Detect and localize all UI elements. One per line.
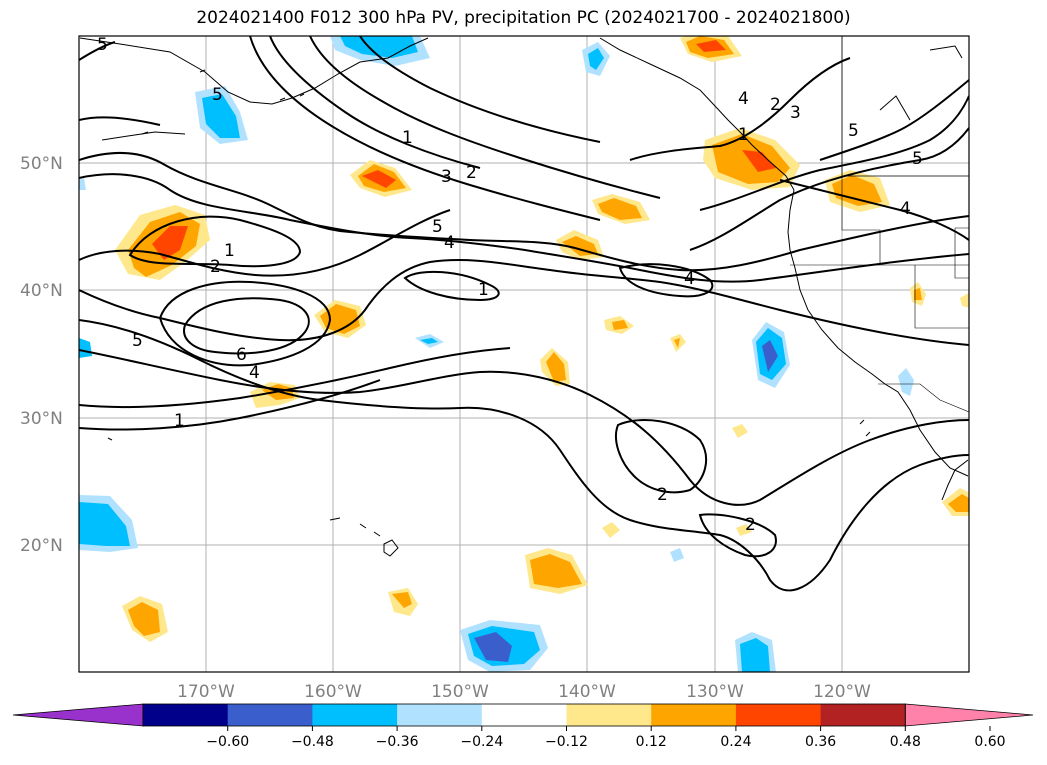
lon-label: 120°W: [813, 682, 871, 702]
contour-label: 2: [770, 95, 781, 115]
colorbar-segment: [312, 704, 398, 726]
colorbar-tick-label: 0.48: [890, 734, 921, 750]
lon-label: 140°W: [558, 682, 616, 702]
lat-label: 30°N: [20, 409, 63, 429]
contour-label: 1: [478, 280, 489, 300]
colorbar-tick-label: 0.24: [720, 734, 751, 750]
contour-label: 2: [466, 163, 477, 183]
colorbar-segment: [820, 704, 906, 726]
colorbar-tick-label: −0.24: [460, 734, 503, 750]
lat-label: 20°N: [20, 536, 63, 556]
contour-label: 2: [745, 515, 756, 535]
colorbar-tick-label: 0.60: [974, 734, 1005, 750]
contour-label: 4: [444, 233, 455, 253]
contour-label: 4: [738, 89, 749, 109]
contour-label-group: 5 5 1 2 3 1 2 5 4 1 2 3 5 4 5 4 1 4 6 4 …: [97, 35, 923, 535]
precip-shading: [79, 36, 969, 672]
gridlines: [79, 36, 969, 672]
contour-label: 1: [174, 411, 185, 431]
contour-label: 5: [912, 149, 923, 169]
colorbar-tick-label: −0.48: [291, 734, 334, 750]
lon-label: 160°W: [304, 682, 362, 702]
colorbar-segment: [143, 704, 229, 726]
colorbar-segment: [481, 704, 567, 726]
colorbar-tick-label: −0.60: [206, 734, 249, 750]
contour-label: 5: [132, 331, 143, 351]
colorbar: −0.60 −0.48 −0.36 −0.24 −0.12 0.12 0.24 0.36 0.4…: [12, 703, 1034, 750]
contour-label: 5: [212, 85, 223, 105]
contour-label: 2: [657, 485, 668, 505]
contour-label: 4: [249, 363, 260, 383]
colorbar-extend-high: [904, 703, 1034, 727]
contour-label: 3: [790, 103, 801, 123]
colorbar-segment: [566, 704, 652, 726]
contour-label: 4: [900, 199, 911, 219]
lat-label: 40°N: [20, 281, 63, 301]
contour-label: 1: [224, 241, 235, 261]
colorbar-tick-label: −0.36: [376, 734, 419, 750]
contour-label: 5: [848, 121, 859, 141]
pv-contours: [79, 36, 969, 592]
colorbar-segment: [227, 704, 313, 726]
colorbar-tick-label: 0.12: [636, 734, 667, 750]
map-frame: [78, 35, 970, 673]
lat-label: 50°N: [20, 154, 63, 174]
lon-label: 130°W: [686, 682, 744, 702]
lat-labels: 50°N 40°N 30°N 20°N: [20, 154, 63, 556]
colorbar-outline: [142, 703, 906, 727]
map-area: 5 5 1 2 3 1 2 5 4 1 2 3 5 4 5 4 1 4 6 4 …: [79, 35, 969, 672]
colorbar-segment: [651, 704, 737, 726]
contour-label: 1: [402, 128, 413, 148]
colorbar-tick-label: −0.12: [545, 734, 588, 750]
contour-label: 2: [210, 257, 221, 277]
colorbar-extend-low: [12, 703, 144, 727]
contour-label: 6: [236, 345, 247, 365]
contour-label: 1: [738, 125, 749, 145]
contour-label: 3: [441, 167, 452, 187]
colorbar-segment: [735, 704, 822, 726]
contour-label: 5: [97, 35, 108, 55]
contour-label: 4: [684, 269, 695, 289]
coastlines: [79, 36, 969, 557]
colorbar-segment: [397, 704, 483, 726]
map-title: 2024021400 F012 300 hPa PV, precipitatio…: [196, 8, 851, 28]
lon-label: 150°W: [431, 682, 489, 702]
lon-label: 170°W: [177, 682, 235, 702]
lon-labels: 170°W 160°W 150°W 140°W 130°W 120°W: [177, 682, 871, 702]
contour-label: 5: [432, 217, 443, 237]
colorbar-tick-label: 0.36: [805, 734, 836, 750]
